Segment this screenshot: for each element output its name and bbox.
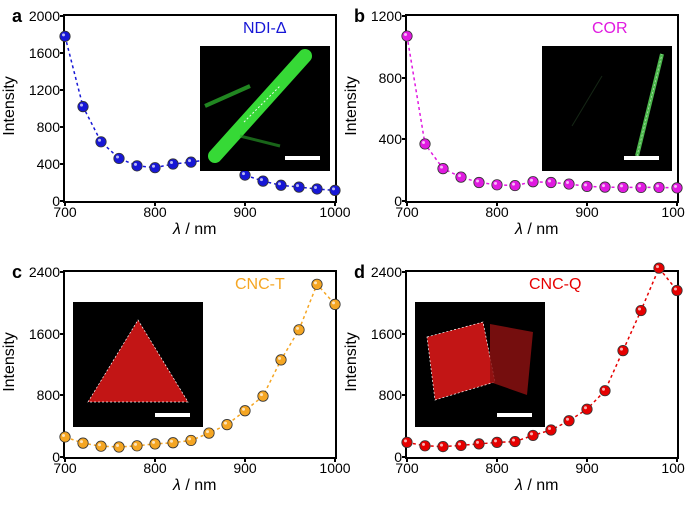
x-axis-label: λ / nm: [515, 477, 558, 495]
panel-a: a04008001200160020007008009001000 NDI-ΔI…: [8, 4, 348, 254]
y-tick-label: 800: [362, 387, 407, 403]
y-tick-label: 400: [362, 131, 407, 147]
panel-b: b040080012007008009001000 CORIntensityλ …: [350, 4, 685, 254]
series-legend: CNC-T: [235, 276, 285, 294]
panel-c: c0800160024007008009001000 CNC-TIntensit…: [8, 260, 348, 510]
y-tick-label: 800: [20, 387, 65, 403]
x-tick-label: 1000: [661, 201, 685, 220]
series-legend: CNC-Q: [529, 276, 581, 294]
y-tick-label: 1600: [20, 326, 65, 342]
y-tick-label: 800: [362, 70, 407, 86]
y-axis-label: Intensity: [1, 332, 19, 392]
y-tick-label: 400: [20, 156, 65, 172]
y-axis-label: Intensity: [343, 332, 361, 392]
chart-area: 04008001200160020007008009001000 NDI-Δ: [63, 14, 337, 203]
y-tick-label: 1600: [362, 326, 407, 342]
series-legend: NDI-Δ: [243, 20, 287, 38]
chart-area: 0800160024007008009001000 CNC-Q: [405, 270, 679, 459]
x-axis-label: λ / nm: [515, 221, 558, 239]
inset-microscopy: [415, 302, 545, 427]
x-axis-label: λ / nm: [173, 477, 216, 495]
chart-area: 0800160024007008009001000 CNC-T: [63, 270, 337, 459]
x-axis-label: λ / nm: [173, 221, 216, 239]
y-axis-label: Intensity: [1, 76, 19, 136]
y-tick-label: 2000: [20, 8, 65, 24]
y-tick-label: 1200: [362, 8, 407, 24]
y-tick-label: 800: [20, 119, 65, 135]
inset-microscopy: [73, 302, 203, 427]
inset-microscopy: [200, 46, 330, 171]
y-axis-label: Intensity: [343, 76, 361, 136]
y-tick-label: 1600: [20, 45, 65, 61]
y-tick-label: 1200: [20, 82, 65, 98]
y-tick-label: 2400: [362, 264, 407, 280]
y-tick-label: 2400: [20, 264, 65, 280]
series-legend: COR: [592, 20, 628, 38]
chart-area: 040080012007008009001000 COR: [405, 14, 679, 203]
panel-d: d0800160024007008009001000 CNC-QIntensit…: [350, 260, 685, 510]
x-tick-label: 1000: [661, 457, 685, 476]
inset-microscopy: [542, 46, 672, 171]
